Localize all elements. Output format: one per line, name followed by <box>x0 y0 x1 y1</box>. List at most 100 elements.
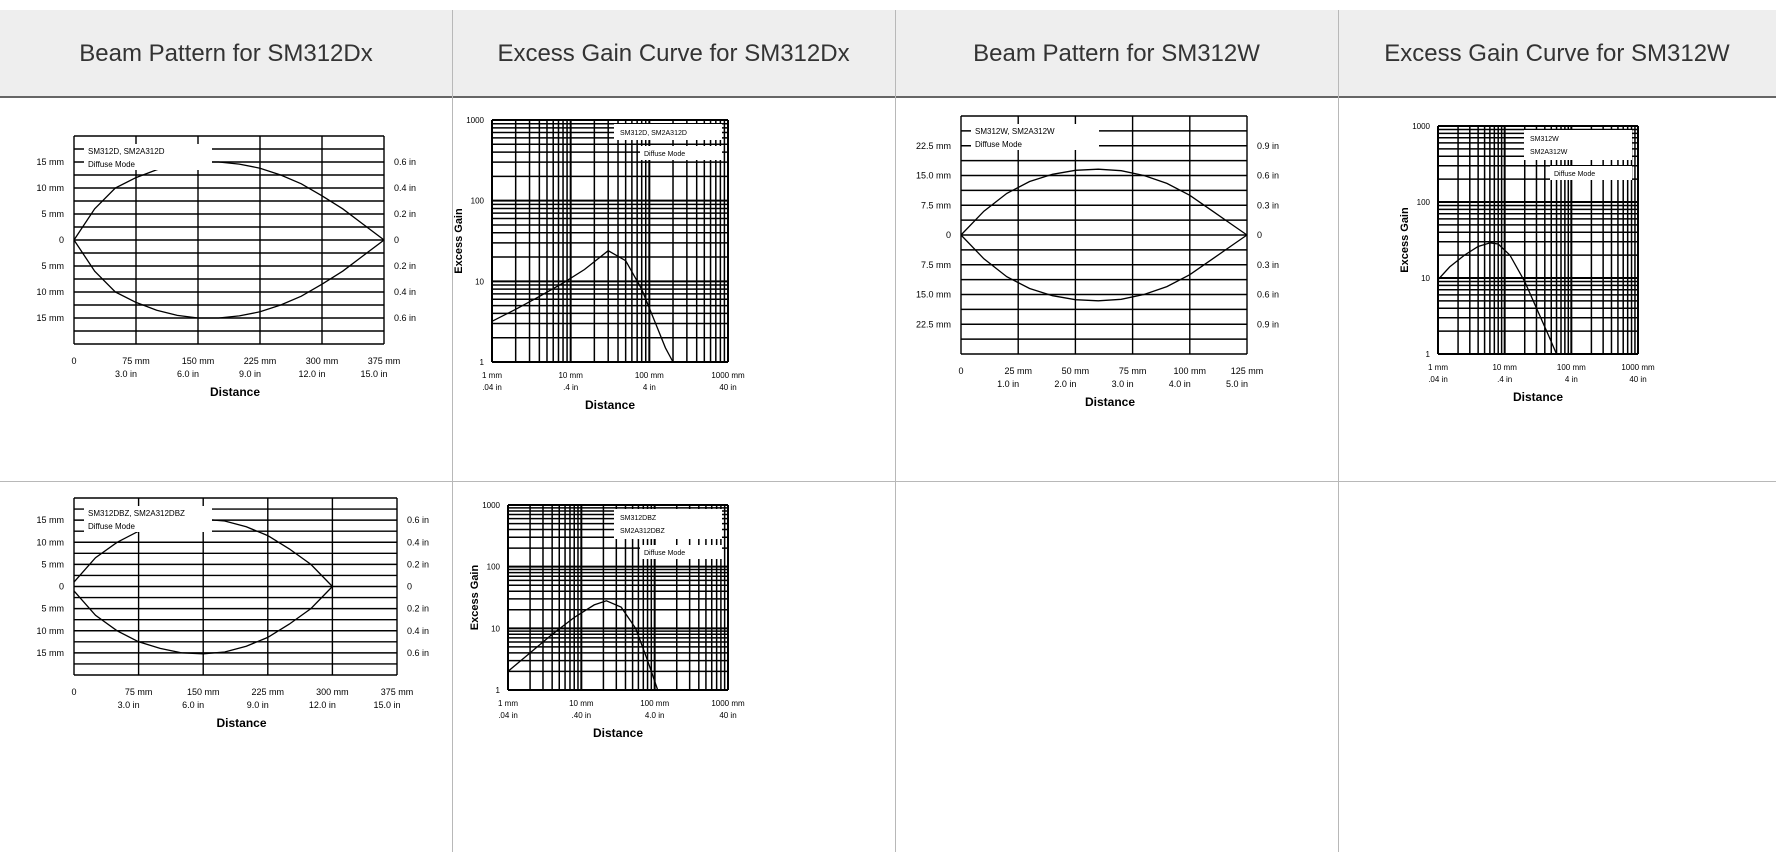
x-tick-label-mm: 225 mm <box>244 356 277 366</box>
y-tick-label-left: 15 mm <box>36 157 64 167</box>
y-tick-label-left: 0 <box>59 235 64 245</box>
x-tick-label-mm: 75 mm <box>125 687 153 697</box>
chart-label: SM312W SM2A312W <box>1530 136 1568 156</box>
y-tick-label-right: 0.4 in <box>407 626 429 636</box>
y-tick-label-right: 0.2 in <box>394 209 416 219</box>
header-cell-3: Beam Pattern for SM312W <box>895 10 1338 96</box>
x-tick-label-in: 9.0 in <box>247 700 269 710</box>
x-axis-title: Distance <box>585 398 635 412</box>
x-tick-label-mm: 100 mm <box>635 371 664 380</box>
y-tick-label-right: 0.6 in <box>1257 290 1279 300</box>
y-tick-label-left: 10 mm <box>36 183 64 193</box>
mode-label: Diffuse Mode <box>644 550 685 557</box>
chart-label: SM312DBZ, SM2A312DBZ <box>88 509 185 518</box>
label-box <box>84 506 212 532</box>
x-axis-title: Distance <box>1513 390 1563 404</box>
x-tick-label-mm: 1000 mm <box>711 699 745 708</box>
y-tick-label-left: 5 mm <box>42 559 65 569</box>
chart-label: SM312W, SM2A312W <box>975 127 1055 136</box>
label-box <box>971 124 1099 150</box>
x-tick-label-mm: 10 mm <box>1492 363 1517 372</box>
mode-label: Diffuse Mode <box>975 140 1023 149</box>
x-tick-label-mm: 300 mm <box>316 687 349 697</box>
y-tick-label: 1000 <box>466 116 484 125</box>
y-tick-label: 10 <box>475 277 484 286</box>
label-box <box>1524 130 1632 160</box>
y-tick-label-right: 0.4 in <box>394 287 416 297</box>
x-tick-label-mm: 300 mm <box>306 356 339 366</box>
y-tick-label-left: 10 mm <box>36 287 64 297</box>
header-cell-4: Excess Gain Curve for SM312W <box>1338 10 1776 96</box>
column-divider-1 <box>452 10 453 852</box>
beam-curve-lower <box>73 586 333 655</box>
x-tick-label-mm: 225 mm <box>252 687 285 697</box>
x-tick-label-mm: 25 mm <box>1004 366 1032 376</box>
x-tick-label-in: .04 in <box>482 383 502 392</box>
x-tick-label-mm: 1 mm <box>482 371 502 380</box>
x-tick-label-in: 40 in <box>1629 375 1646 384</box>
label-box <box>614 509 722 539</box>
x-tick-label-in: .4 in <box>1497 375 1512 384</box>
x-axis-title: Distance <box>210 385 260 399</box>
y-tick-label-right: 0.2 in <box>394 261 416 271</box>
mode-label: Diffuse Mode <box>88 522 136 531</box>
x-tick-label-mm: 100 mm <box>1557 363 1586 372</box>
x-tick-label-mm: 1 mm <box>498 699 518 708</box>
x-tick-label-mm: 100 mm <box>1174 366 1207 376</box>
x-tick-label-in: 9.0 in <box>239 369 261 379</box>
x-tick-label-in: 2.0 in <box>1054 379 1076 389</box>
mode-label: Diffuse Mode <box>1554 171 1595 178</box>
x-tick-label-mm: 0 <box>958 366 963 376</box>
y-tick-label-right: 0 <box>1257 230 1262 240</box>
column-divider-3 <box>1338 10 1339 852</box>
y-tick-label-right: 0 <box>407 582 412 592</box>
chart-gain-sm312dbz: 1 10 100 1000 1 mm 10 mm 100 mm 1000 mm .04 in .4… <box>469 501 745 740</box>
x-tick-label-mm: 0 <box>71 687 76 697</box>
x-tick-label-mm: 10 mm <box>569 699 594 708</box>
x-tick-label-mm: 1000 mm <box>711 371 745 380</box>
x-tick-label-mm: 75 mm <box>122 356 150 366</box>
chart-gain-sm312dx: 1 10 100 1000 1 mm 10 mm 100 mm 1000 mm .04 in .4… <box>453 116 745 412</box>
x-tick-label-in: 12.0 in <box>309 700 336 710</box>
x-tick-label-mm: 125 mm <box>1231 366 1264 376</box>
y-tick-label-right: 0.6 in <box>407 648 429 658</box>
gain-curve <box>491 249 674 363</box>
y-tick-label-right: 0.6 in <box>1257 171 1279 181</box>
y-tick-label-left: 15 mm <box>36 515 64 525</box>
chart-beam-sm312dbz: 0 75 mm 150 mm 225 mm 300 mm 375 mm 3.0 in 6.0 … <box>36 497 429 730</box>
beam-curve-lower <box>73 239 385 319</box>
chart-label: SM312D, SM2A312D <box>620 130 687 137</box>
chart-label-line: SM2A312DBZ <box>620 528 665 535</box>
x-tick-label-in: 6.0 in <box>177 369 199 379</box>
x-tick-label-in: .04 in <box>1428 375 1448 384</box>
mode-label: Diffuse Mode <box>644 151 685 158</box>
x-axis-title: Distance <box>1085 395 1135 409</box>
y-tick-label-left: 15 mm <box>36 313 64 323</box>
chart-label-line: SM312W <box>1530 136 1559 143</box>
x-tick-label-in: 15.0 in <box>360 369 387 379</box>
x-tick-label-in: 3.0 in <box>1112 379 1134 389</box>
y-tick-label: 100 <box>487 563 501 572</box>
x-tick-label-mm: 10 mm <box>558 371 583 380</box>
y-tick-label-right: 0.6 in <box>407 515 429 525</box>
mode-box <box>640 545 722 559</box>
header-divider <box>0 96 1776 98</box>
y-tick-label-right: 0.9 in <box>1257 319 1279 329</box>
x-tick-label-in: 4.0 in <box>1169 379 1191 389</box>
y-axis-title: Excess Gain <box>469 565 481 631</box>
y-tick-label: 1 <box>480 358 485 367</box>
y-tick-label: 1 <box>1426 350 1431 359</box>
y-tick-label-right: 0.2 in <box>407 604 429 614</box>
beam-curve-lower <box>960 234 1248 302</box>
y-tick-label-left: 0 <box>59 582 64 592</box>
y-tick-label: 1 <box>496 686 501 695</box>
y-tick-label: 1000 <box>482 501 500 510</box>
x-tick-label-in: 3.0 in <box>115 369 137 379</box>
x-tick-label-mm: 150 mm <box>187 687 220 697</box>
y-tick-label-right: 0.3 in <box>1257 200 1279 210</box>
y-tick-label-right: 0.9 in <box>1257 141 1279 151</box>
y-tick-label: 10 <box>1421 274 1430 283</box>
mode-box <box>1550 166 1632 180</box>
y-tick-label-left: 22.5 mm <box>916 319 951 329</box>
y-tick-label-right: 0.4 in <box>394 183 416 193</box>
